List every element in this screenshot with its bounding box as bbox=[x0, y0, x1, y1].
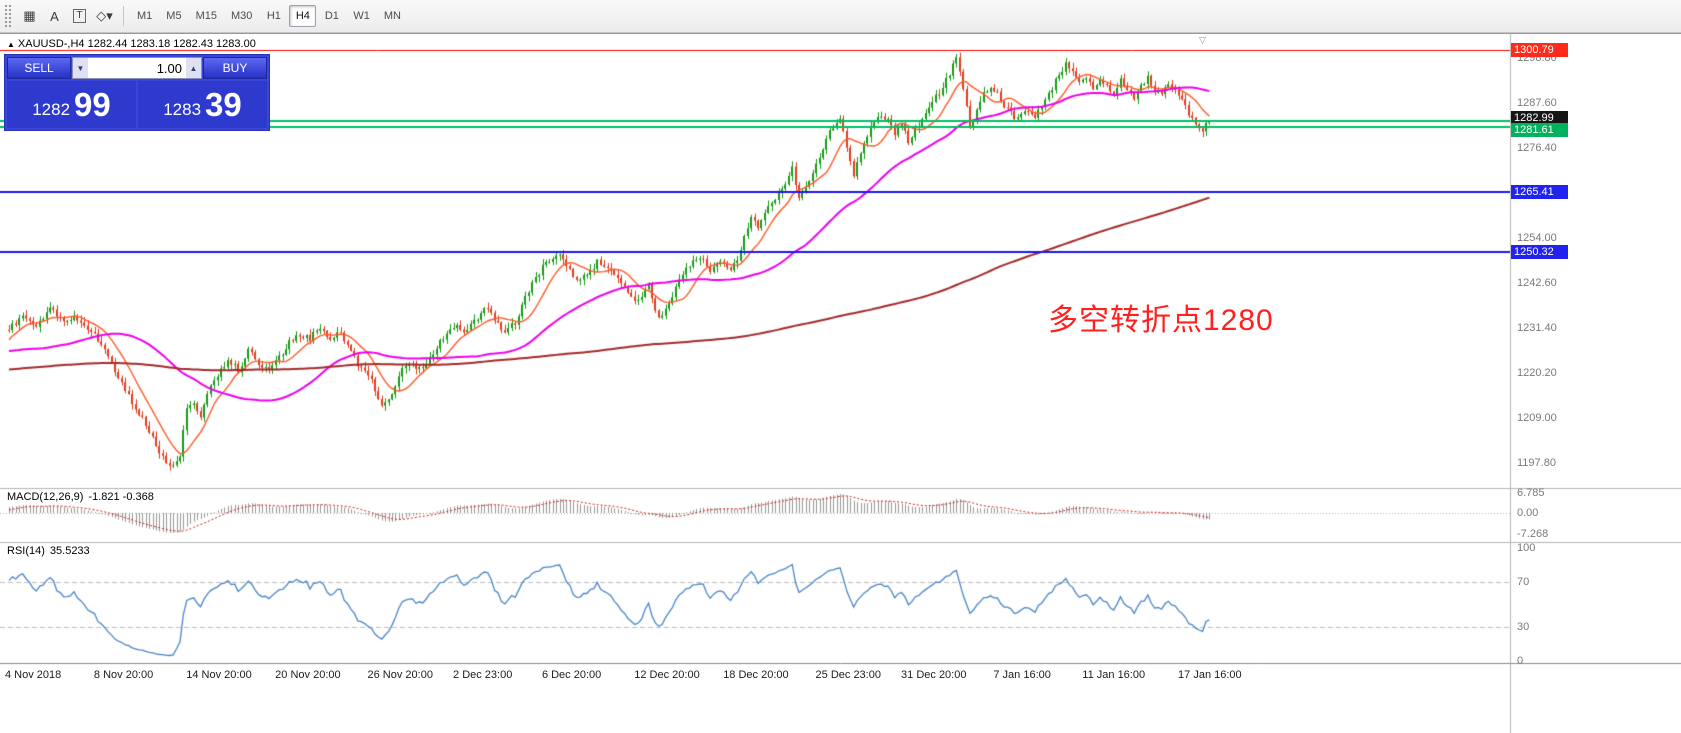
insert-text-a-icon: A bbox=[50, 8, 59, 24]
rsi-value: 35.5233 bbox=[49, 545, 90, 557]
time-axis-label: 8 Nov 20:00 bbox=[93, 669, 154, 681]
timeframe-button-m30[interactable]: M30 bbox=[225, 5, 258, 27]
time-axis-label: 11 Jan 16:00 bbox=[1082, 669, 1146, 681]
shapes-dropdown-icon: ◇▾ bbox=[96, 8, 113, 23]
one-click-trading-panel: SELL ▼ ▲ BUY 1282 99 1283 39 bbox=[4, 54, 270, 131]
hline-price-box: 1265.41 bbox=[1511, 185, 1568, 199]
timeframe-button-mn[interactable]: MN bbox=[378, 5, 407, 27]
hline-price-box: 1281.61 bbox=[1511, 123, 1568, 137]
timeframe-buttons: M1 M5 M15 M30 H1 H4 D1 W1 MN bbox=[130, 5, 408, 27]
timeframe-button-m1[interactable]: M1 bbox=[131, 5, 158, 27]
buy-button[interactable]: BUY bbox=[203, 57, 267, 79]
timeframe-button-h4[interactable]: H4 bbox=[289, 5, 317, 27]
volume-input[interactable] bbox=[88, 58, 186, 78]
chart-annotation: 多空转折点1280 bbox=[1048, 304, 1274, 337]
macd-values: -1.821 -0.368 bbox=[88, 491, 154, 503]
trade-panel-prices: 1282 99 1283 39 bbox=[7, 81, 267, 128]
text-label-icon[interactable]: T bbox=[67, 4, 92, 28]
time-axis-label: 20 Nov 20:00 bbox=[275, 669, 341, 681]
macd-window-label: MACD(12,26,9) -1.821 -0.368 bbox=[7, 491, 154, 503]
timeframe-button-h1[interactable]: H1 bbox=[260, 5, 287, 27]
time-axis-label: 6 Dec 20:00 bbox=[541, 669, 602, 681]
price-tick-label: 1220.20 bbox=[1517, 367, 1557, 380]
rsi-scale-label: 100 bbox=[1517, 542, 1536, 554]
timeframe-button-m15[interactable]: M15 bbox=[190, 5, 223, 27]
buy-price-main: 1283 bbox=[163, 99, 202, 119]
chart-shift-marker-icon: ▽ bbox=[1199, 35, 1206, 45]
hline-price-box: 1300.79 bbox=[1511, 43, 1568, 57]
hline-price-box: 1282.99 bbox=[1511, 111, 1568, 125]
top-toolbar: ▦ A T ◇▾ M1 M5 M15 M30 H1 H4 D1 W1 MN bbox=[0, 0, 1681, 33]
rsi-scale-label: 30 bbox=[1517, 621, 1530, 634]
chart-window: ▲ XAUUSD-,H4 1282.44 1283.18 1282.43 1283… bbox=[0, 33, 1681, 733]
timeframe-button-m5[interactable]: M5 bbox=[160, 5, 187, 27]
time-axis-label: 17 Jan 16:00 bbox=[1178, 669, 1242, 681]
time-axis-label: 26 Nov 20:00 bbox=[367, 669, 433, 681]
price-tick-label: 1276.40 bbox=[1517, 141, 1557, 154]
hline-price-box: 1250.32 bbox=[1511, 245, 1568, 259]
sell-price-display[interactable]: 1282 99 bbox=[7, 81, 136, 128]
shapes-dropdown-icon[interactable]: ◇▾ bbox=[92, 4, 117, 28]
time-axis-label: 18 Dec 20:00 bbox=[723, 669, 789, 681]
toolbar-separator bbox=[123, 6, 124, 26]
time-axis-label: 25 Dec 23:00 bbox=[815, 669, 881, 681]
price-scale[interactable]: 1298.80 1287.60 1276.40 1254.00 1242.60 1231.… bbox=[1510, 34, 1681, 733]
macd-label: MACD(12,26,9) bbox=[7, 491, 84, 503]
time-axis-label: 14 Nov 20:00 bbox=[186, 669, 252, 681]
rsi-label: RSI(14) bbox=[7, 545, 45, 557]
time-axis-label: 31 Dec 20:00 bbox=[901, 669, 967, 681]
grid-icon[interactable]: ▦ bbox=[17, 4, 42, 28]
timeframe-button-d1[interactable]: D1 bbox=[318, 5, 345, 27]
text-label-icon: T bbox=[73, 9, 86, 23]
buy-price-pips: 39 bbox=[205, 85, 242, 123]
price-tick-label: 1242.60 bbox=[1517, 277, 1557, 290]
insert-text-a-icon[interactable]: A bbox=[42, 4, 67, 28]
buy-price-display[interactable]: 1283 39 bbox=[138, 81, 267, 128]
symbol-ohlc-text: XAUUSD-,H4 1282.44 1283.18 1282.43 1283.… bbox=[17, 38, 256, 50]
macd-scale-label: 6.785 bbox=[1517, 487, 1545, 499]
volume-increase-button[interactable]: ▲ bbox=[186, 58, 201, 78]
time-axis-label: 7 Jan 16:00 bbox=[993, 669, 1051, 681]
symbol-marker-icon: ▲ bbox=[7, 40, 15, 49]
sell-price-pips: 99 bbox=[74, 85, 111, 123]
time-axis-label: 2 Dec 23:00 bbox=[453, 669, 513, 681]
trade-panel-controls: SELL ▼ ▲ BUY bbox=[7, 57, 267, 79]
volume-field: ▼ ▲ bbox=[72, 57, 202, 79]
time-axis-label: 4 Nov 2018 bbox=[5, 669, 62, 681]
symbol-header: ▲ XAUUSD-,H4 1282.44 1283.18 1282.43 1283… bbox=[7, 38, 256, 50]
time-axis-label: 12 Dec 20:00 bbox=[634, 669, 700, 681]
toolbar-grip-icon[interactable] bbox=[5, 5, 12, 27]
grid-icon: ▦ bbox=[23, 8, 36, 23]
price-tick-label: 1197.80 bbox=[1517, 457, 1556, 469]
sell-price-main: 1282 bbox=[32, 99, 71, 119]
rsi-scale-label: 70 bbox=[1517, 575, 1530, 588]
chart-canvas[interactable] bbox=[0, 34, 1681, 733]
price-tick-label: 1209.00 bbox=[1517, 412, 1557, 425]
price-tick-label: 1254.00 bbox=[1517, 231, 1557, 244]
price-tick-label: 1231.40 bbox=[1517, 322, 1557, 335]
macd-scale-label: -7.268 bbox=[1517, 528, 1549, 540]
rsi-window-label: RSI(14) 35.5233 bbox=[7, 545, 90, 557]
rsi-scale-label: 0 bbox=[1517, 655, 1524, 667]
time-axis[interactable]: 4 Nov 2018 8 Nov 20:00 14 Nov 20:00 20 Nov … bbox=[0, 664, 1510, 690]
sell-button[interactable]: SELL bbox=[7, 57, 71, 79]
volume-decrease-button[interactable]: ▼ bbox=[73, 58, 88, 78]
price-tick-label: 1287.60 bbox=[1517, 96, 1557, 109]
macd-scale-label: 0.00 bbox=[1517, 507, 1539, 519]
timeframe-button-w1[interactable]: W1 bbox=[347, 5, 376, 27]
toolbar-icons: ▦ A T ◇▾ bbox=[17, 4, 117, 28]
